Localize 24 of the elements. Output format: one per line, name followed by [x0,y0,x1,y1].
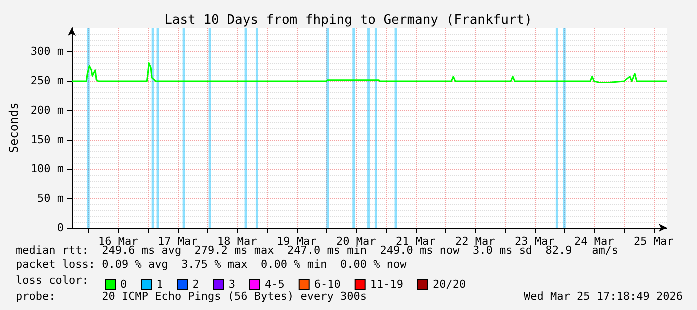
y-axis-title: Seconds [7,102,21,154]
y-tick-label: 250 m [30,74,64,88]
y-tick-label: 200 m [30,104,64,117]
chart-title: Last 10 Days from fhping to Germany (Frankfurt) [164,13,532,28]
line-series [71,62,668,84]
x-tick-label: 25 Mar [634,235,674,248]
legend-title: loss color: [16,274,89,287]
legend-label: 20/20 [432,278,466,291]
y-tick-label: 50 m [38,192,64,206]
y-tick-label: 300 m [30,45,64,58]
y-tick-label: 150 m [30,133,64,146]
text: Wed Mar 25 17:18:49 2026 [524,290,684,303]
text: probe: 20 ICMP Echo Pings (56 Bytes) every 300s [16,290,367,303]
legend-label: 4-5 [264,278,285,291]
legend-label: 1 [156,278,164,291]
text: median rtt: 249.6 ms avg 279.2 ms max 247.0 ms min 249.0 ms now 3.0 ms sd 82.9 am/s [16,244,619,257]
legend-label: 3 [228,278,236,291]
legend-label: 6-10 [314,278,341,291]
legend-label: 2 [192,278,200,291]
y-tick-label: 100 m [30,162,64,176]
legend-label: 0 [120,278,128,291]
y-tick-label: 0 [57,222,64,234]
text: packet loss: 0.09 % avg 3.75 % max 0.00 % min 0.00 % now [16,258,408,271]
legend-label: 11-19 [370,278,404,291]
